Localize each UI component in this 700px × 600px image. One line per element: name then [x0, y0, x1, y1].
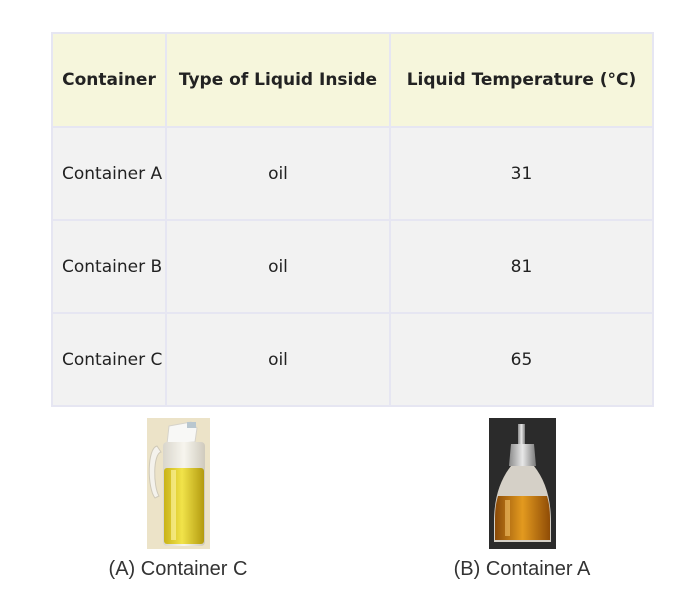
figure-b: (B) Container A	[422, 418, 622, 581]
cell-temperature: 31	[389, 126, 654, 221]
table-row: Container A oil 31	[51, 126, 654, 221]
figure-b-caption: (B) Container A	[453, 558, 591, 580]
oil-bottle-white-cap-icon	[146, 418, 210, 549]
oil-dispenser-steel-spout-photo	[488, 418, 556, 549]
cell-liquid-type: oil	[165, 126, 391, 221]
table-row: Container C oil 65	[51, 312, 654, 407]
cell-container-name: Container A	[51, 126, 167, 221]
cell-container-name: Container B	[51, 219, 167, 314]
header-liquid-type: Type of Liquid Inside	[165, 32, 391, 128]
cell-temperature: 65	[389, 312, 654, 407]
oil-bottle-white-cap-photo	[146, 418, 210, 549]
cell-liquid-type: oil	[165, 312, 391, 407]
table-row: Container B oil 81	[51, 219, 654, 314]
oil-dispenser-steel-spout-icon	[488, 418, 556, 549]
figure-a-caption: (A) Container C	[108, 558, 248, 580]
cell-container-name: Container C	[51, 312, 167, 407]
header-temperature: Liquid Temperature (°C)	[389, 32, 654, 128]
table-header-row: Container Type of Liquid Inside Liquid T…	[51, 32, 654, 128]
liquid-temperature-table: Container Type of Liquid Inside Liquid T…	[51, 32, 654, 407]
figure-a: (A) Container C	[78, 418, 278, 581]
cell-temperature: 81	[389, 219, 654, 314]
header-container: Container	[51, 32, 167, 128]
cell-liquid-type: oil	[165, 219, 391, 314]
